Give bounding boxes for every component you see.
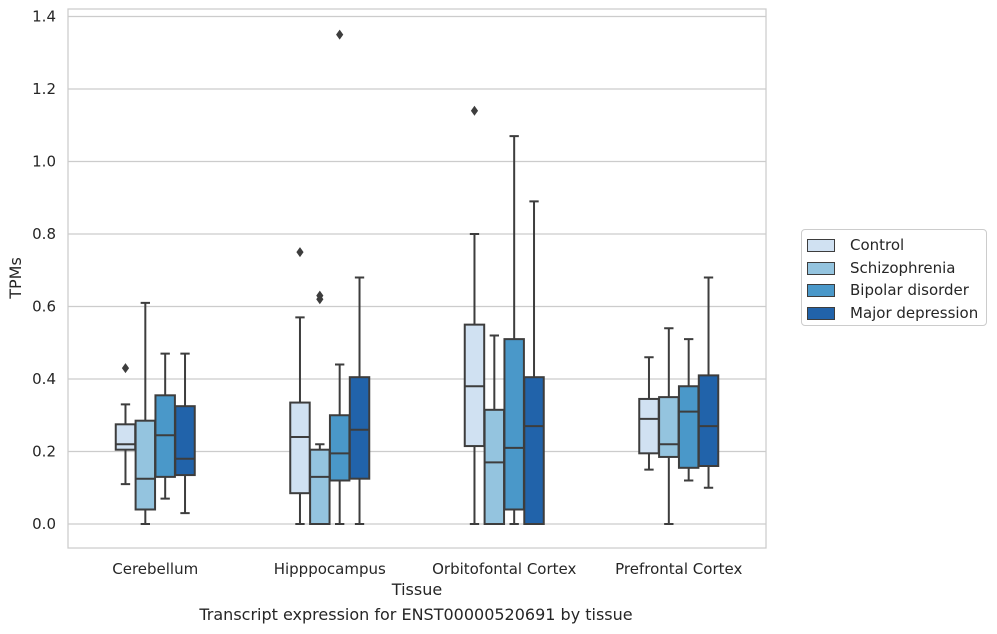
outlier-point [296,247,304,258]
box-major-depression [174,352,196,515]
y-tick-label: 0.6 [32,298,56,316]
box-iqr [289,401,311,495]
legend-item-bipolar-disorder: Bipolar disorder [807,279,969,301]
x-tick-label: Hipppocampus [274,560,386,578]
outlier-point [316,290,324,301]
y-tick-label: 1.0 [32,153,56,171]
box-control [289,247,311,525]
x-axis-label: Tissue [391,580,442,599]
plot-frame [67,8,767,549]
box-control [638,356,660,471]
y-tick-label: 0.8 [32,225,56,243]
box-major-depression [697,276,720,489]
legend-item-control: Control [807,234,904,256]
y-tick-label: 0.4 [32,370,56,388]
legend-label-major-depression: Major depression [850,304,979,322]
legend-label-control: Control [850,236,905,254]
box-schizophrenia [658,327,680,525]
box-iqr [309,448,331,525]
box-iqr [134,419,157,511]
y-tick-label: 1.2 [32,80,56,98]
box-bipolar-disorder [328,29,351,525]
y-tick-label: 0.0 [32,515,56,533]
chart-caption: Transcript expression for ENST0000052069… [199,605,633,624]
box-bipolar-disorder [154,352,176,500]
legend-swatch-control [807,238,835,252]
box-major-depression [523,200,545,525]
y-axis-label: TPMs [6,257,25,300]
box-iqr [697,374,720,467]
legend-swatch-schizophrenia [807,261,835,275]
box-bipolar-disorder [503,135,525,525]
box-schizophrenia [134,301,157,525]
legend-swatch-bipolar-disorder [807,283,835,297]
box-iqr [114,423,137,451]
y-tick-label: 1.4 [32,8,56,26]
box-major-depression [348,276,371,525]
box-schizophrenia [309,290,331,525]
box-iqr [658,396,680,458]
legend-item-major-depression: Major depression [807,302,978,324]
box-iqr [638,397,660,455]
box-iqr [174,405,196,477]
x-tick-labels: Cerebellum Hipppocampus Orbitofontal Corte… [112,560,742,578]
box-iqr [328,414,351,482]
x-tick-label: Cerebellum [112,560,198,578]
y-tick-labels: 0.0 0.2 0.4 0.6 0.8 1.0 1.2 1.4 [32,8,56,534]
legend-swatch-major-depression [807,306,835,320]
box-control [114,363,137,486]
box-iqr [503,338,525,511]
box-schizophrenia [483,334,506,525]
legend-item-schizophrenia: Schizophrenia [807,257,955,279]
outlier-point [470,105,479,116]
box-control [463,105,486,525]
box-iqr [677,385,700,469]
legend-label-schizophrenia: Schizophrenia [850,259,956,277]
legend-label-bipolar-disorder: Bipolar disorder [850,281,969,299]
box-iqr [348,376,371,480]
box-iqr [483,408,506,525]
outlier-point [121,363,130,374]
x-tick-label: Prefrontal Cortex [615,560,742,578]
legend: Control Schizophrenia Bipolar disorder M… [801,229,987,326]
y-tick-label: 0.2 [32,443,56,461]
box-series [114,29,720,525]
box-bipolar-disorder [677,338,700,482]
box-iqr [523,376,545,525]
x-tick-label: Orbitofontal Cortex [432,560,576,578]
outlier-point [336,29,344,40]
